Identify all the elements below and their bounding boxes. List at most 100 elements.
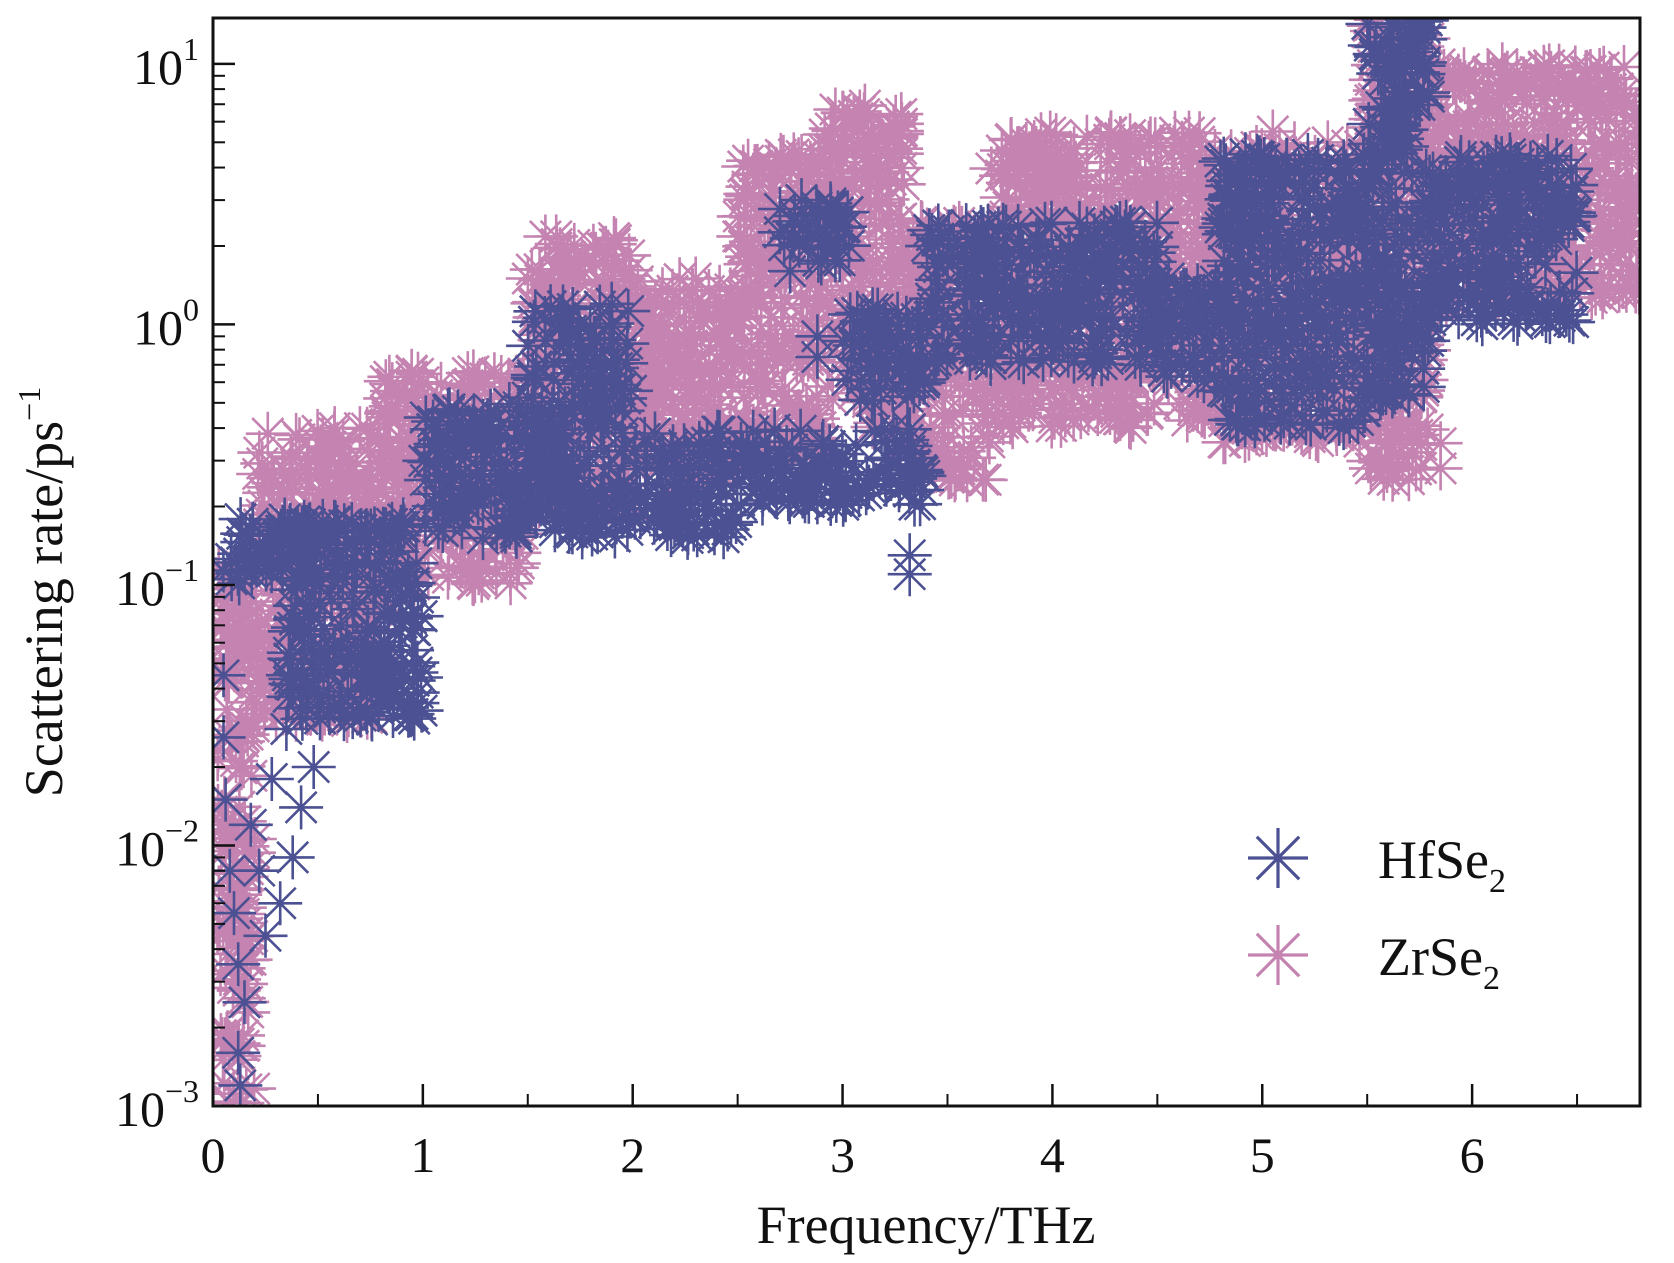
data-point-zrse2 (673, 256, 718, 301)
data-point-hfse2 (222, 980, 267, 1025)
legend-label-hfse2-base: HfSe (1378, 830, 1489, 890)
data-point-zrse2 (1418, 446, 1463, 491)
y-tick-label: 10−1 (115, 552, 199, 616)
data-point-hfse2 (213, 715, 246, 760)
data-point-hfse2 (213, 777, 248, 822)
data-point-hfse2 (216, 1030, 261, 1075)
data-point-hfse2 (279, 785, 324, 830)
data-point-hfse2 (285, 666, 330, 711)
data-point-hfse2 (887, 533, 932, 578)
data-point-zrse2 (1607, 170, 1640, 215)
series-hfse2-band-markers (265, 497, 444, 742)
data-point-hfse2 (228, 802, 273, 847)
data-point-zrse2 (1607, 249, 1640, 294)
series-hfse2-band-markers (904, 199, 1180, 387)
x-tick-label: 0 (201, 1127, 226, 1183)
plot-frame (211, 16, 1642, 1108)
series-hfse2-band (757, 178, 871, 286)
series-hfse2-band (1408, 133, 1599, 347)
data-point-hfse2 (216, 942, 261, 987)
y-tick-label-base: 10 (133, 39, 183, 95)
legend-label-zrse2-sub: 2 (1483, 960, 1500, 997)
data-point-hfse2 (316, 681, 361, 726)
data-point-zrse2 (747, 145, 792, 190)
x-tick-label: 5 (1250, 1127, 1275, 1183)
legend: HfSe2 ZrSe2 (1248, 828, 1506, 997)
data-point-hfse2 (589, 281, 634, 326)
data-point-zrse2 (1418, 421, 1463, 466)
series-hfse2-band (505, 284, 653, 560)
x-axis-label: Frequency/THz (757, 1195, 1096, 1255)
y-tick-label-base: 10 (115, 1081, 165, 1137)
y-tick-label-exponent: −2 (165, 812, 199, 848)
series-hfse2-band-markers (213, 497, 307, 606)
data-point-zrse2 (312, 406, 357, 451)
x-tick-label: 2 (620, 1127, 645, 1183)
series-hfse2-band-markers (757, 178, 871, 286)
legend-marker-zrse2-glyph (1248, 925, 1308, 985)
x-tick-label: 3 (830, 1127, 855, 1183)
legend-label-zrse2: ZrSe2 (1378, 927, 1500, 997)
data-point-hfse2 (213, 891, 256, 936)
data-point-hfse2 (264, 707, 309, 751)
y-tick-label: 101 (133, 31, 199, 95)
legend-marker-hfse2 (1248, 828, 1308, 888)
data-series (213, 18, 1640, 1106)
data-point-hfse2 (1072, 335, 1117, 379)
legend-marker-zrse2 (1248, 925, 1308, 985)
data-point-zrse2 (1250, 109, 1295, 154)
series-hfse2-band (265, 497, 444, 742)
data-point-zrse2 (337, 406, 382, 451)
series-hfse2-band (904, 199, 1180, 387)
x-tick-label: 4 (1040, 1127, 1065, 1183)
y-tick-label: 100 (133, 291, 199, 355)
series-hfse2-band (821, 287, 947, 423)
data-point-hfse2 (306, 641, 351, 686)
series-hfse2-band-markers (718, 406, 947, 528)
data-point-hfse2 (1250, 160, 1295, 205)
y-tick-label: 10−3 (115, 1073, 199, 1137)
series-hfse2-band (213, 497, 307, 606)
y-axis-label-exponent: −1 (11, 387, 47, 421)
series-hfse2-band-markers (505, 284, 653, 560)
data-point-hfse2 (1223, 132, 1268, 177)
legend-label-zrse2-base: ZrSe (1378, 927, 1483, 987)
data-point-hfse2 (218, 1063, 263, 1106)
y-axis-label-base: Scattering rate/ps (14, 421, 74, 797)
data-point-zrse2 (820, 90, 865, 135)
y-tick-label-base: 10 (115, 820, 165, 876)
data-point-hfse2 (1391, 18, 1436, 48)
y-tick-label-base: 10 (133, 299, 183, 355)
data-point-hfse2 (1487, 132, 1532, 177)
y-tick-label-exponent: 0 (183, 291, 199, 327)
legend-label-hfse2: HfSe2 (1378, 830, 1506, 900)
series-hfse2-band-markers (612, 409, 760, 560)
x-tick-label: 1 (410, 1127, 435, 1183)
y-tick-label: 10−2 (115, 812, 199, 876)
data-point-hfse2 (768, 249, 813, 294)
data-point-hfse2 (291, 745, 336, 789)
legend-label-hfse2-sub: 2 (1489, 863, 1506, 900)
x-axis-ticks: 0 1 2 3 4 5 6 (201, 1084, 1579, 1183)
series-hfse2 (213, 18, 1599, 1106)
x-tick-label: 6 (1460, 1127, 1485, 1183)
y-tick-label-base: 10 (115, 560, 165, 616)
data-point-hfse2 (795, 314, 840, 359)
y-axis-label: Scattering rate/ps−1 (11, 387, 74, 797)
series-hfse2-band-markers (1408, 133, 1599, 347)
data-point-hfse2 (249, 757, 294, 801)
data-point-hfse2 (237, 848, 282, 893)
data-point-hfse2 (213, 653, 246, 698)
series-hfse2-band-markers (821, 287, 947, 423)
data-point-zrse2 (988, 400, 1033, 445)
legend-marker-hfse2-glyph (1248, 828, 1308, 888)
y-tick-label-exponent: −3 (165, 1073, 199, 1109)
data-point-zrse2 (505, 256, 550, 301)
series-hfse2-band (612, 409, 760, 560)
data-point-hfse2 (258, 881, 303, 926)
data-point-hfse2 (243, 913, 288, 958)
data-point-hfse2 (213, 848, 252, 893)
data-point-hfse2 (270, 835, 315, 880)
